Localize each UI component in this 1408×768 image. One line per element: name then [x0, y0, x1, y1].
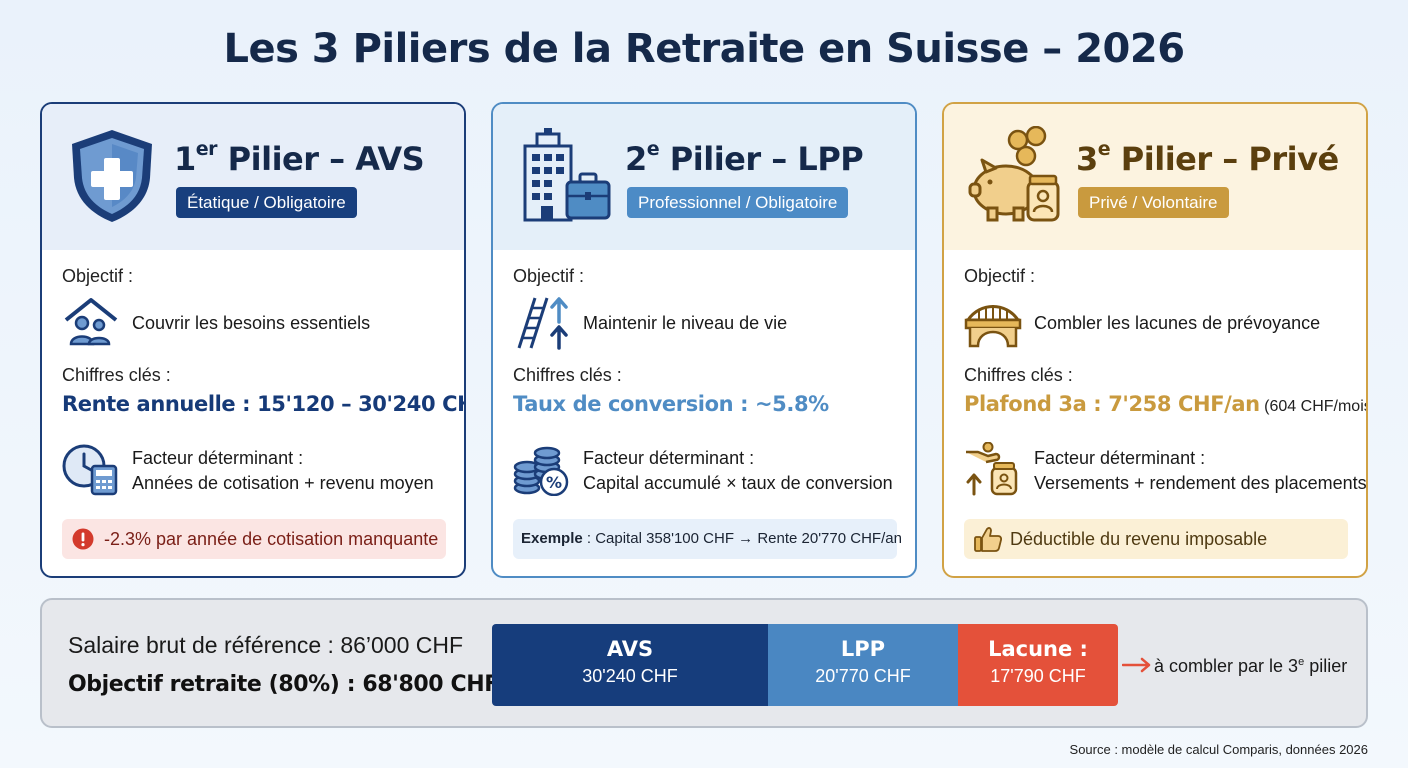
warning-text: -2.3% par année de cotisation manquante [104, 529, 439, 549]
pillar-title: 3e Pilier – Privé [1076, 138, 1339, 178]
pillar-badge: Étatique / Obligatoire [176, 187, 357, 218]
key-figure: Taux de conversion : ~5.8% [513, 392, 829, 416]
building-briefcase-icon [523, 128, 611, 222]
factor-label: Facteur déterminant : [132, 448, 304, 468]
thumbs-up-icon [974, 527, 1002, 552]
card-header: 3e Pilier – Privé Privé / Volontaire [944, 104, 1366, 250]
gap-explanation: à combler par le 3e pilier [1154, 656, 1348, 676]
key-label: Chiffres clés : [964, 365, 1073, 385]
factor-text: Années de cotisation + revenu moyen [132, 473, 434, 493]
pillar-badge: Privé / Volontaire [1078, 187, 1229, 218]
objective-text: Combler les lacunes de prévoyance [1034, 313, 1321, 333]
arrow-right-icon [1122, 657, 1151, 673]
reference-salary: Salaire brut de référence : 86’000 CHF [68, 632, 464, 658]
factor-row: Facteur déterminant : Années de cotisati… [62, 442, 452, 496]
bar-label: LPP [840, 637, 886, 661]
bar-value: 30'240 CHF [582, 666, 678, 686]
warning-note: -2.3% par année de cotisation manquante [62, 519, 446, 559]
key-label: Chiffres clés : [62, 365, 171, 385]
objective-text: Couvrir les besoins essentiels [132, 313, 371, 333]
objective-text: Maintenir le niveau de vie [583, 313, 788, 333]
pillar-card-avs: 1er Pilier – AVS Étatique / Obligatoire … [40, 102, 466, 578]
objective-label: Objectif : [964, 266, 1036, 286]
coins-percent-icon: % [513, 446, 569, 496]
bar-label: Lacune : [988, 637, 1088, 661]
factor-text: Capital accumulé × taux de conversion [583, 473, 893, 493]
tax-note-text: Déductible du revenu imposable [1010, 529, 1268, 549]
pillar-badge: Professionnel / Obligatoire [627, 187, 849, 218]
alert-icon [72, 528, 94, 550]
tax-note: Déductible du revenu imposable [964, 519, 1348, 559]
bar-lpp: LPP 20'770 CHF [768, 624, 958, 706]
hand-coin-jar-icon [966, 442, 1018, 496]
objective-row: Maintenir le niveau de vie [513, 296, 903, 350]
objective-row: Combler les lacunes de prévoyance [964, 296, 1354, 350]
factor-label: Facteur déterminant : [1034, 448, 1206, 468]
page-title: Les 3 Piliers de la Retraite en Suisse –… [223, 26, 1185, 72]
key-figure: Rente annuelle : 15'120 – 30'240 CHF [62, 392, 466, 416]
retirement-objective: Objectif retraite (80%) : 68'800 CHF [68, 672, 499, 697]
svg-text:%: % [546, 473, 562, 492]
clock-calculator-icon [62, 444, 118, 496]
key-figure: Plafond 3a : 7'258 CHF/an (604 CHF/mois) [964, 392, 1368, 416]
bar-avs: AVS 30'240 CHF [492, 624, 768, 706]
pillar-title: 2e Pilier – LPP [625, 138, 864, 178]
piggy-bank-icon [968, 126, 1060, 222]
example-note: Exemple : Capital 358'100 CHF → Rente 20… [513, 519, 902, 559]
example-text: Exemple : Capital 358'100 CHF → Rente 20… [521, 530, 902, 547]
bar-label: AVS [606, 637, 654, 661]
bridge-icon [964, 305, 1022, 348]
factor-label: Facteur déterminant : [583, 448, 755, 468]
source-note: Source : modèle de calcul Comparis, donn… [1069, 742, 1368, 757]
bar-value: 20'770 CHF [815, 666, 911, 686]
summary-panel: Salaire brut de référence : 86’000 CHF O… [40, 598, 1368, 728]
bar-value: 17'790 CHF [990, 666, 1086, 686]
card-header: 2e Pilier – LPP Professionnel / Obligato… [493, 104, 915, 250]
shield-cross-icon [72, 130, 152, 222]
factor-row: % Facteur déterminant : Capital accumulé… [513, 442, 903, 496]
ladder-arrows-icon [517, 297, 568, 350]
objective-label: Objectif : [513, 266, 585, 286]
pillar-card-prive: 3e Pilier – Privé Privé / Volontaire Obj… [942, 102, 1368, 578]
house-family-icon [64, 298, 118, 346]
pillar-card-lpp: 2e Pilier – LPP Professionnel / Obligato… [491, 102, 917, 578]
factor-row: Facteur déterminant : Versements + rende… [964, 442, 1366, 496]
objective-label: Objectif : [62, 266, 134, 286]
key-label: Chiffres clés : [513, 365, 622, 385]
bar-gap: Lacune : 17'790 CHF [958, 624, 1118, 706]
card-header: 1er Pilier – AVS Étatique / Obligatoire [42, 104, 464, 250]
objective-row: Couvrir les besoins essentiels [62, 296, 452, 350]
pillar-title: 1er Pilier – AVS [174, 138, 425, 178]
factor-text: Versements + rendement des placements [1034, 473, 1367, 493]
